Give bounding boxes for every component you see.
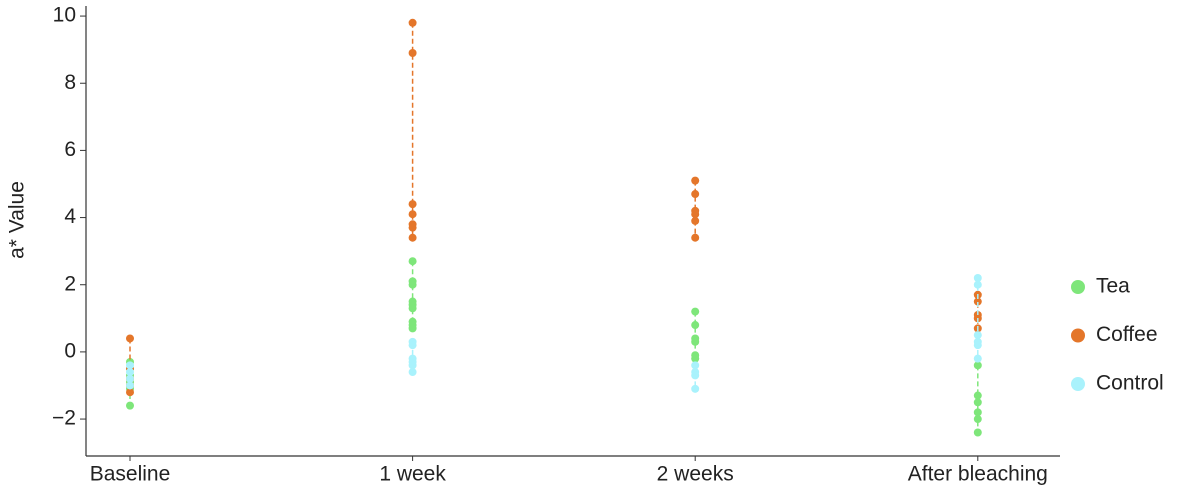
x-tick-label: 2 weeks xyxy=(657,463,734,486)
point xyxy=(973,331,982,340)
point xyxy=(973,415,982,424)
legend-marker xyxy=(1071,280,1085,294)
point xyxy=(691,371,700,380)
point xyxy=(691,210,700,219)
point xyxy=(691,354,700,363)
point xyxy=(126,401,134,410)
point xyxy=(408,361,417,370)
point xyxy=(126,334,134,343)
legend-marker xyxy=(1071,328,1085,343)
point xyxy=(691,361,700,370)
point xyxy=(691,307,700,316)
y-tick-label: −2 xyxy=(52,407,76,430)
point xyxy=(408,280,417,289)
legend-label: Tea xyxy=(1096,275,1130,298)
point xyxy=(408,223,417,232)
point xyxy=(691,190,700,199)
point xyxy=(408,257,417,266)
point xyxy=(973,408,982,417)
point xyxy=(126,361,134,370)
point xyxy=(973,354,982,363)
point xyxy=(408,341,417,350)
point xyxy=(408,210,417,219)
point xyxy=(691,176,700,185)
point xyxy=(408,18,417,27)
y-axis-label: a* Value xyxy=(6,181,29,259)
y-tick-label: 0 xyxy=(64,339,76,362)
legend-label: Control xyxy=(1096,372,1164,395)
point xyxy=(973,341,982,350)
x-tick-label: After bleaching xyxy=(908,463,1048,486)
point xyxy=(126,374,134,383)
point xyxy=(973,274,982,283)
point xyxy=(126,381,134,390)
point xyxy=(408,368,417,377)
point xyxy=(126,388,134,397)
legend-marker xyxy=(1071,377,1085,391)
y-tick-label: 6 xyxy=(64,138,76,161)
x-tick-label: Baseline xyxy=(90,463,171,486)
point xyxy=(973,428,982,437)
point xyxy=(973,398,982,407)
point xyxy=(973,361,982,370)
point xyxy=(691,384,700,393)
y-tick-label: 10 xyxy=(53,4,76,27)
point xyxy=(408,200,417,209)
y-tick-label: 4 xyxy=(64,205,76,228)
point xyxy=(973,297,982,306)
point xyxy=(973,280,982,289)
x-tick-label: 1 week xyxy=(379,463,446,486)
point xyxy=(691,233,700,242)
legend-label: Coffee xyxy=(1096,323,1158,346)
point xyxy=(408,304,417,313)
point xyxy=(973,391,982,400)
y-tick-label: 2 xyxy=(64,272,76,295)
point xyxy=(126,368,134,377)
point xyxy=(408,49,417,58)
point xyxy=(691,216,700,225)
point xyxy=(408,233,417,242)
y-tick-label: 8 xyxy=(64,71,76,94)
point xyxy=(691,337,700,346)
point xyxy=(691,321,700,330)
point xyxy=(408,324,417,333)
